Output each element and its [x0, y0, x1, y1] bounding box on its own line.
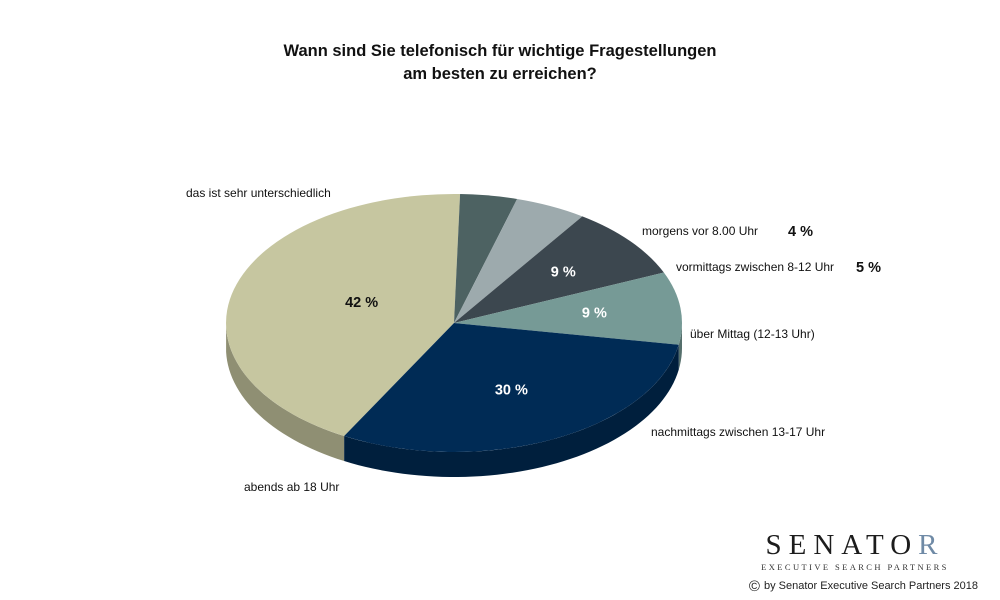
slice-label-0: das ist sehr unterschiedlich [186, 186, 331, 200]
pie-slice-2 [454, 199, 583, 323]
pie-slice-1 [454, 194, 518, 323]
slice-value-0: 42 % [345, 295, 378, 311]
slice-label-4: nachmittags zwischen 13-17 Uhr [651, 425, 825, 439]
pie-slice-0 [226, 194, 461, 437]
copyright-text: by Senator Executive Search Partners 201… [763, 580, 978, 592]
logo-tagline: EXECUTIVE SEARCH PARTNERS [761, 562, 949, 572]
pie-side-4 [678, 323, 682, 370]
pie-slice-3 [454, 216, 664, 323]
pie-side-0 [226, 326, 345, 462]
slice-label-5: abends ab 18 Uhr [244, 480, 339, 494]
slice-value-3: 9 % [551, 264, 576, 280]
pie-slice-4 [454, 272, 682, 345]
chart-title: Wann sind Sie telefonisch für wichtige F… [0, 40, 1000, 86]
slice-label-3: über Mittag (12-13 Uhr) [690, 327, 815, 341]
chart-title-line-2: am besten zu erreichen? [403, 65, 597, 83]
slice-value-4: 9 % [582, 306, 607, 322]
senator-logo: SENATOR EXECUTIVE SEARCH PARTNERS [735, 530, 975, 572]
slice-label-1: morgens vor 8.00 Uhr [642, 224, 758, 238]
logo-wordmark: SENATOR [765, 529, 945, 561]
pie-sides [226, 323, 682, 477]
slice-value-5: 30 % [495, 382, 528, 398]
pie-labels: das ist sehr unterschiedlich 42 % morgens … [186, 186, 881, 494]
copyright-icon: © [748, 578, 760, 595]
pie-slice-5 [344, 323, 679, 452]
slice-value-2: 5 % [856, 260, 881, 276]
slice-value-1: 4 % [788, 224, 813, 240]
chart-title-line-1: Wann sind Sie telefonisch für wichtige F… [283, 42, 717, 60]
pie-side-5 [344, 344, 679, 477]
copyright-notice: © by Senator Executive Search Partners 20… [749, 578, 978, 595]
pie-slices [226, 194, 682, 452]
slice-label-2: vormittags zwischen 8-12 Uhr [676, 260, 834, 274]
